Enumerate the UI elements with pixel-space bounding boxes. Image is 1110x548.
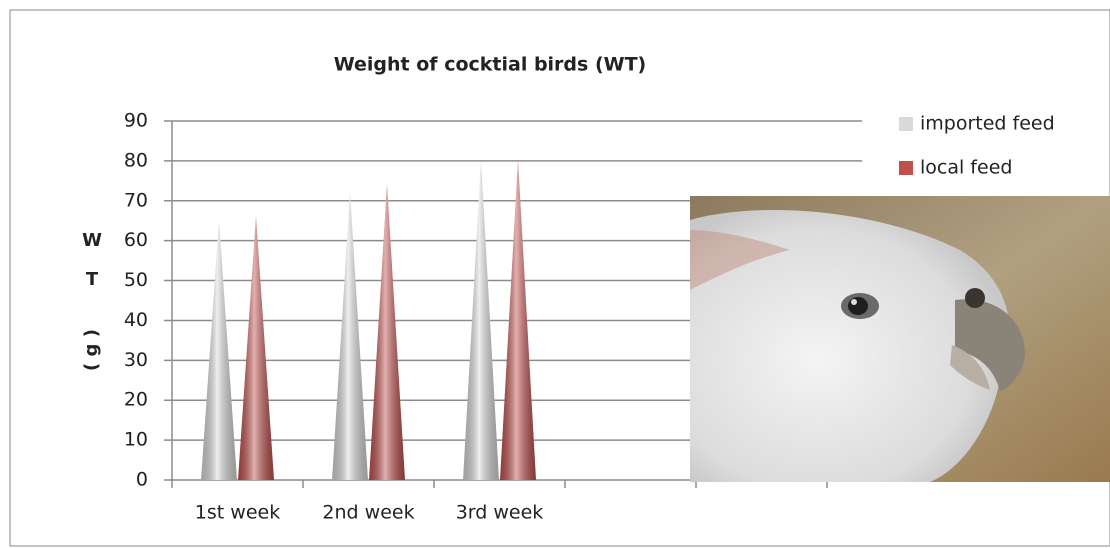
- chart-title: Weight of cocktial birds (WT): [334, 54, 647, 76]
- x-tick-label: 2nd week: [322, 502, 414, 524]
- y-axis-label: W: [82, 230, 102, 251]
- bar: [332, 192, 368, 481]
- legend-label: local feed: [920, 157, 1012, 179]
- cone-shading: [463, 160, 499, 480]
- y-tick-label: 10: [124, 429, 148, 451]
- y-tick-label: 90: [124, 110, 148, 132]
- bar: [238, 216, 274, 480]
- legend-swatch: [899, 161, 913, 175]
- cone-shading: [332, 192, 368, 481]
- y-tick-label: 50: [124, 269, 148, 291]
- cone-shading: [201, 220, 237, 480]
- y-tick-label: 70: [124, 189, 148, 211]
- bar: [500, 160, 536, 480]
- cone-shading: [238, 216, 274, 480]
- bar: [369, 184, 405, 481]
- y-tick-label: 30: [124, 349, 148, 371]
- y-tick-label: 20: [124, 389, 148, 411]
- x-tick-label: 1st week: [195, 502, 280, 524]
- cone-shading: [369, 184, 405, 481]
- bar: [201, 220, 237, 480]
- legend-label: imported feed: [920, 113, 1055, 135]
- y-tick-label: 60: [124, 229, 148, 251]
- legend-swatch: [899, 117, 913, 131]
- cone-shading: [500, 160, 536, 480]
- cockatoo-photo: [690, 196, 1110, 482]
- y-axis-label: T: [86, 269, 99, 290]
- y-tick-label: 40: [124, 309, 148, 331]
- y-tick-label: 0: [136, 469, 148, 491]
- bar: [463, 160, 499, 480]
- y-axis-label-unit: ( g ): [81, 329, 102, 371]
- x-tick-label: 3rd week: [456, 502, 544, 524]
- y-tick-label: 80: [124, 149, 148, 171]
